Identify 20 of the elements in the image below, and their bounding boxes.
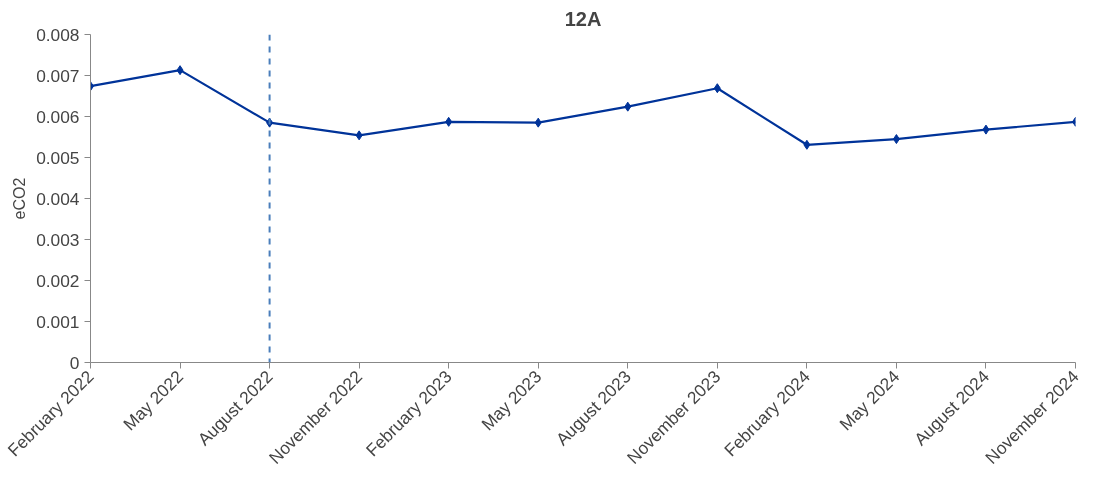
y-axis-title: eCO2 [11,177,29,220]
point [624,101,632,112]
point [803,139,811,150]
point [355,130,363,141]
y-tick-label: 0.004 [36,188,80,209]
point [713,83,721,94]
y-tick-label: 0 [69,352,80,373]
point [445,116,453,127]
y-tick-label: 0.007 [36,65,80,86]
y-tick-label: 0.008 [36,24,80,45]
y-tick-label: 0.006 [36,106,80,127]
y-tick-label: 0.005 [36,147,80,168]
point [176,65,184,76]
y-tick-label: 0.002 [36,270,80,291]
point [534,117,542,128]
point [892,134,900,145]
y-tick-label: 0.001 [36,311,80,332]
point [982,124,990,135]
chart-title: 12A [564,7,602,30]
y-tick-label: 0.003 [36,229,80,250]
